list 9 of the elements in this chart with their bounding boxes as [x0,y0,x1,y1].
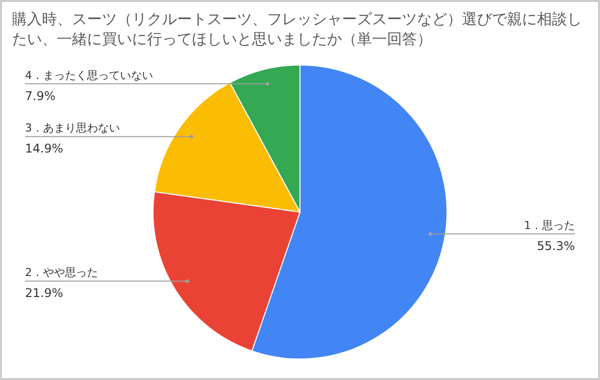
slice-label: 4．まったく思っていない [25,68,153,82]
slice-label: 2．やや思った [25,266,98,280]
data-label: 7.9% [25,88,56,103]
data-label: 14.9% [25,142,64,156]
slice-label: 3．あまり思わない [25,122,120,135]
title: 購入時、スーツ（リクルートスーツ、フレッシャーズスーツなど）選びで親に相談したい、一緒に買いに行ってほしいと思いましたか（単一回答） [12,10,582,48]
data-label: 55.3% [536,238,575,253]
data-label: 21.9% [25,286,64,300]
slice-label: 1．思った [524,218,575,232]
